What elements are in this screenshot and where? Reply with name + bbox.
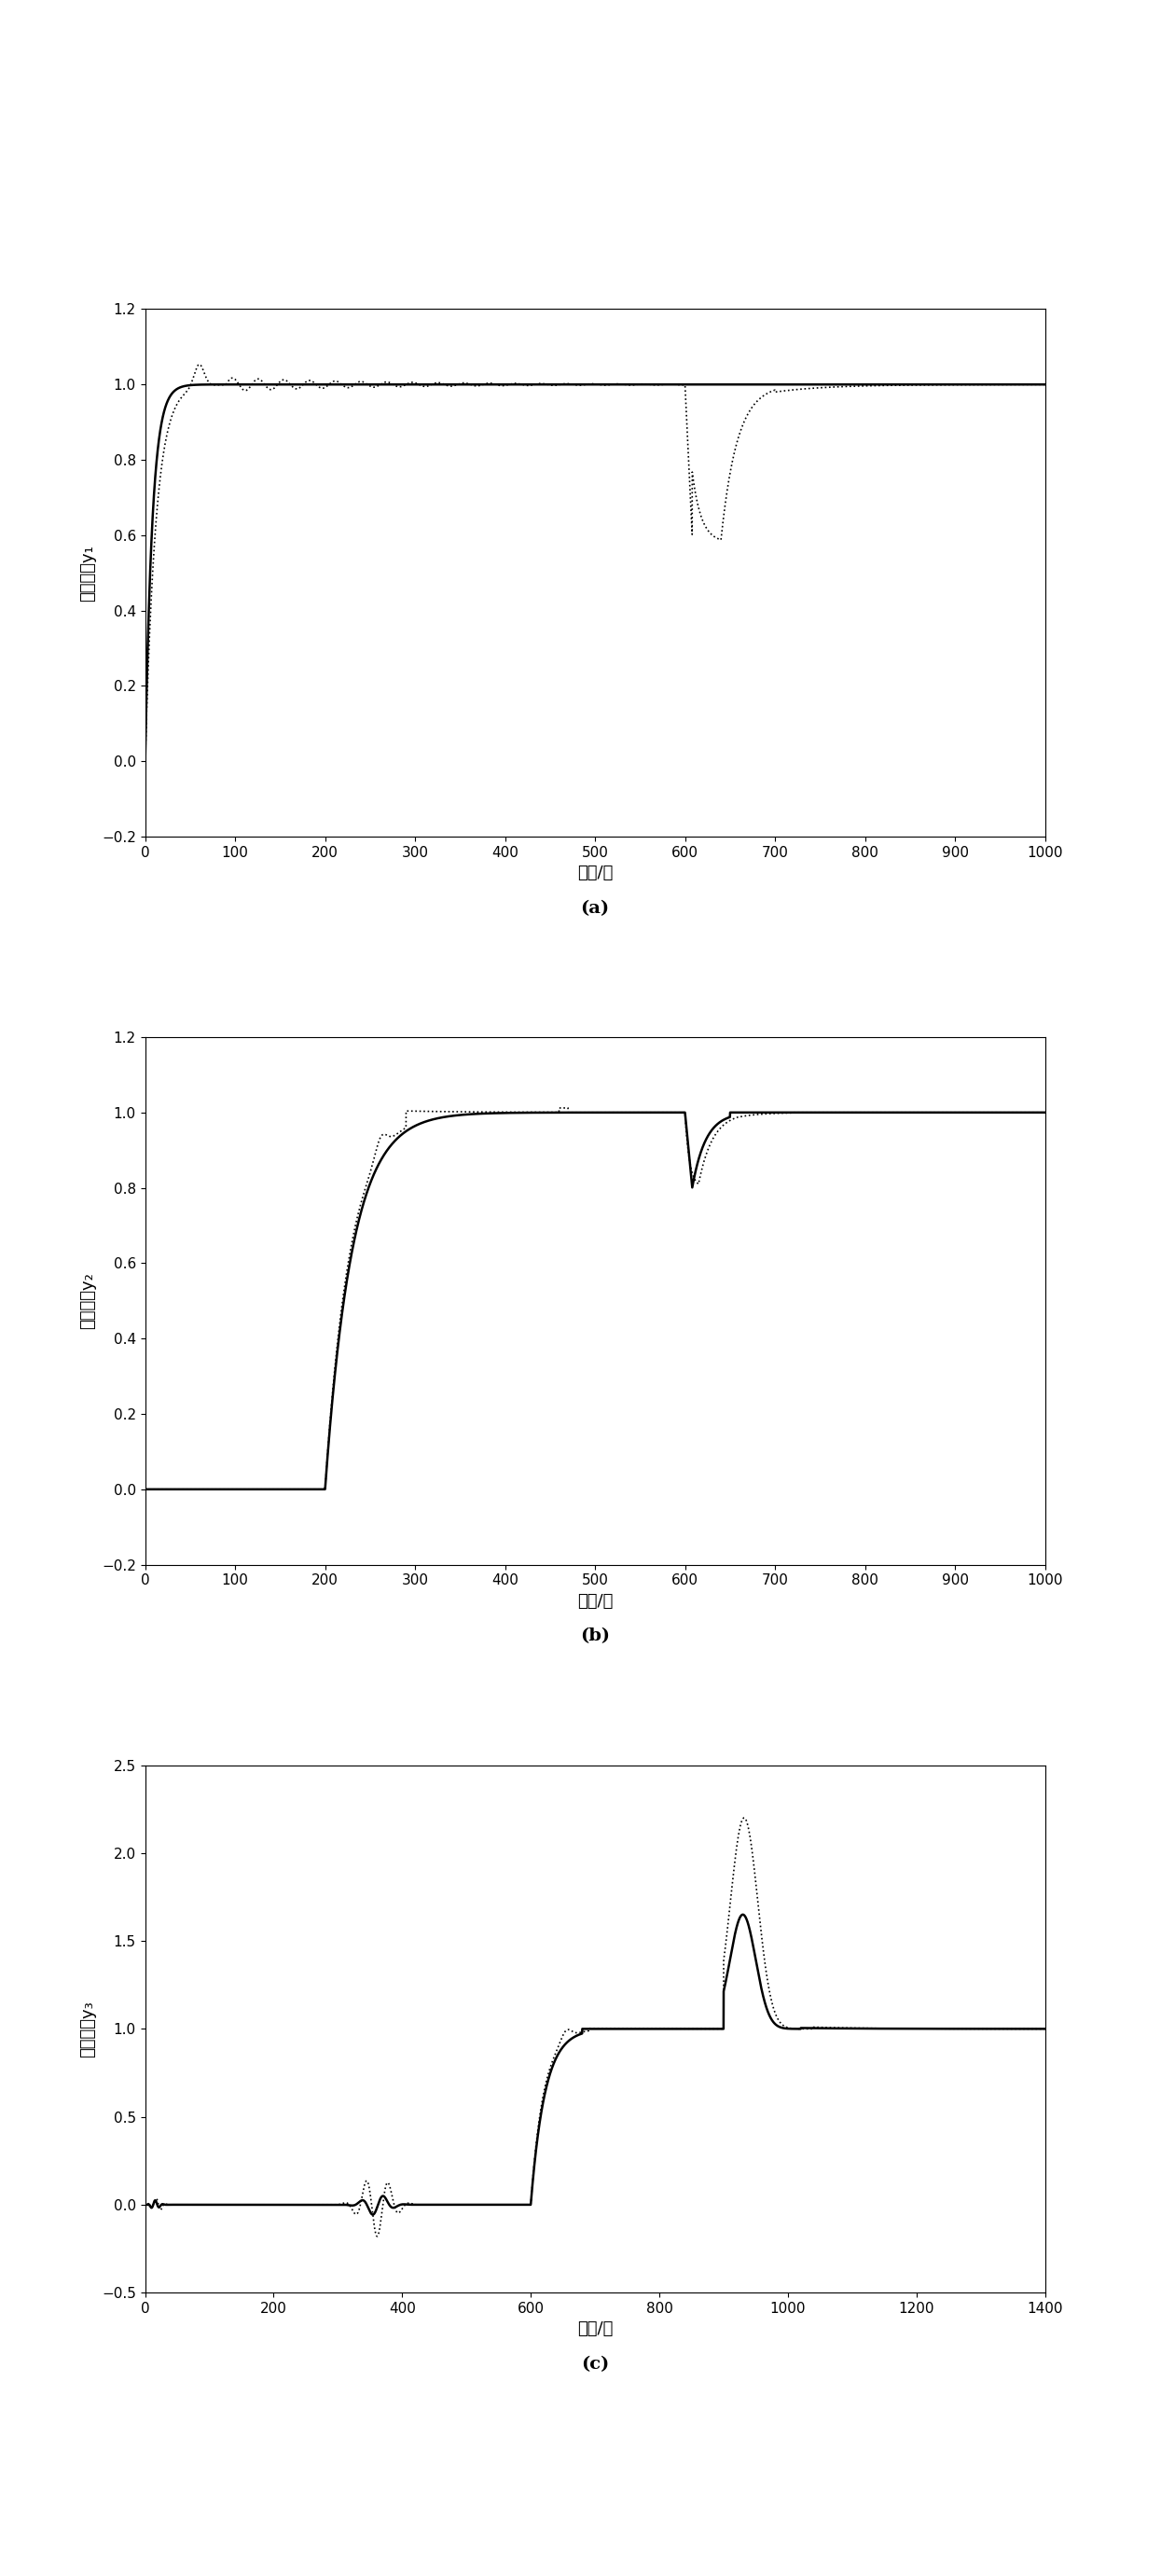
Y-axis label: 过程输出y₂: 过程输出y₂: [80, 1273, 96, 1329]
Y-axis label: 过程输出y₃: 过程输出y₃: [80, 2002, 96, 2058]
X-axis label: 时间/秒: 时间/秒: [577, 866, 613, 881]
Text: (c): (c): [580, 2357, 610, 2372]
Text: (b): (b): [580, 1628, 610, 1643]
X-axis label: 时间/秒: 时间/秒: [577, 2321, 613, 2336]
Text: (a): (a): [580, 899, 610, 917]
Y-axis label: 过程输出y₁: 过程输出y₁: [80, 544, 96, 600]
X-axis label: 时间/秒: 时间/秒: [577, 1592, 613, 1610]
